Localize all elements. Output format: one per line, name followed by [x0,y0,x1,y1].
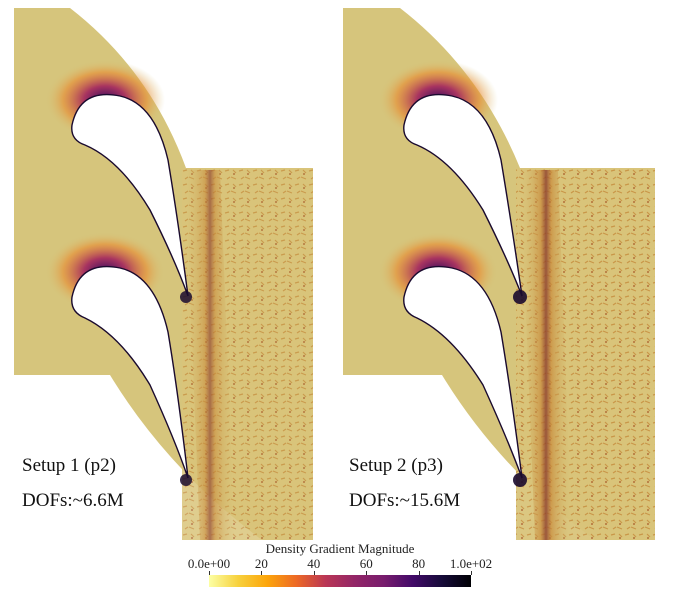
trailing-edge-shock-upper [180,291,192,303]
colorbar-tick-label: 20 [254,556,268,571]
colorbar-tick-mark [418,571,420,575]
colorbar-tick-mark [471,571,472,575]
colorbar-tick-label: 60 [359,556,373,571]
colorbar-tick-label: 0.0e+00 [187,556,231,571]
simulation-panel-setup-1: Setup 1 (p2) DOFs:~6.6M [0,0,330,540]
colorbar-tick-mark [261,571,263,575]
density-gradient-field-setup-2 [343,8,655,540]
simulation-panel-setup-2: Setup 2 (p3) DOFs:~15.6M [330,0,686,540]
dofs-label: DOFs:~15.6M [349,490,461,511]
setup-label: Setup 2 (p3) [349,455,443,476]
setup-label: Setup 1 (p2) [22,455,116,476]
colorbar-tick-label: 80 [412,556,426,571]
colorbar-tick-mark [209,571,210,575]
dofs-label: DOFs:~6.6M [22,490,124,511]
wake-band-upper [185,170,235,540]
colorbar-tick-label: 40 [307,556,321,571]
colorbar-tick-label: 1.0e+02 [449,556,493,571]
blade-lower [71,265,189,479]
trailing-edge-shock-lower [180,474,192,486]
colorbar-gradient [209,575,471,587]
trailing-edge-shock-upper [513,290,527,304]
blade-lower [403,265,523,479]
blade-upper [403,93,523,297]
colorbar-title: Density Gradient Magnitude [265,541,415,556]
wake-band-upper [520,170,572,540]
colorbar-tick-mark [313,571,315,575]
density-gradient-field-setup-1 [14,8,313,540]
blade-upper [71,93,189,297]
colorbar-legend: Density Gradient Magnitude 0.0e+00 20 40 60… [180,540,500,595]
trailing-edge-shock-lower [513,473,527,487]
colorbar-tick-mark [366,571,368,575]
